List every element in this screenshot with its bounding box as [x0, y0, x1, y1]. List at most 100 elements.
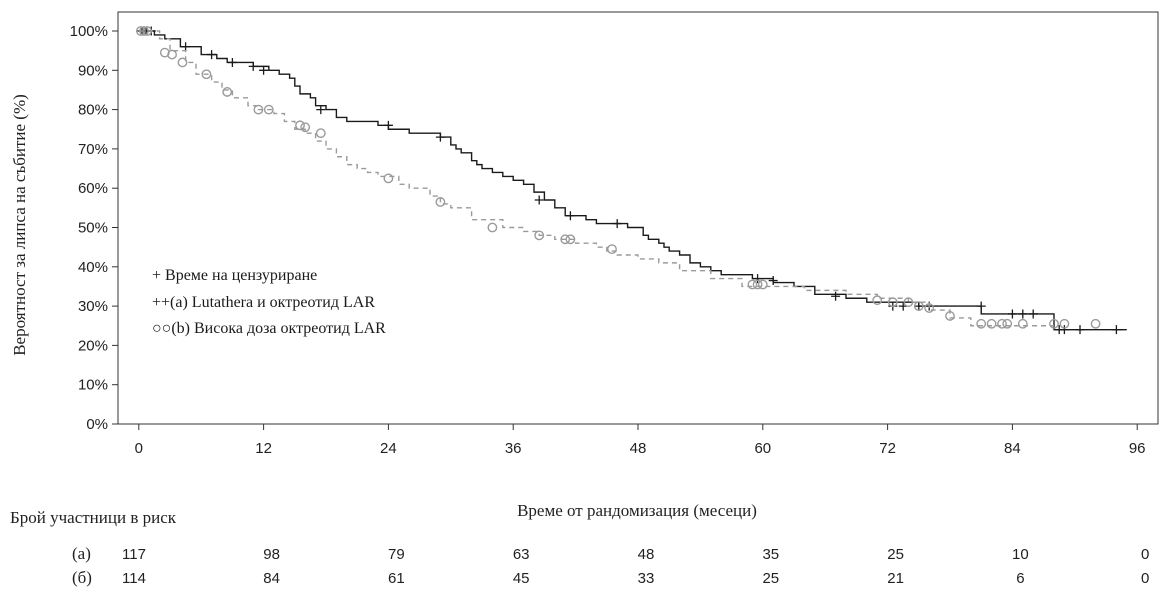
censor-mark-series-a: [1111, 325, 1121, 335]
legend-entry-series-b: ○○(b) Висока доза октреотид LAR: [152, 320, 386, 337]
y-tick-label: 40%: [78, 259, 108, 276]
legend-entry-censoring: + Време на цензуриране: [152, 267, 317, 284]
censor-mark-series-b: [383, 173, 394, 184]
risk-count-cell: 6: [1016, 570, 1024, 587]
risk-count-cell: 45: [513, 570, 530, 587]
censor-mark-series-a: [753, 274, 763, 284]
y-tick-label: 0%: [86, 416, 108, 433]
censor-mark-series-b: [752, 279, 763, 290]
censor-mark-series-b: [167, 49, 177, 60]
risk-count-cell: 79: [388, 546, 405, 563]
censor-mark-series-a: [534, 195, 544, 205]
legend-entry-series-a: ++(a) Lutathera и октреотид LAR: [152, 294, 375, 311]
censor-mark-series-b: [560, 234, 571, 245]
risk-count-cell: 10: [1012, 546, 1029, 563]
x-axis: 0 12 24 36 48 60 72 84 96: [135, 424, 1146, 457]
censor-mark-series-a: [1018, 309, 1028, 319]
censor-mark-series-b: [139, 26, 149, 36]
risk-count-cell: 117: [122, 546, 146, 563]
y-tick-label: 60%: [78, 180, 108, 197]
censor-mark-series-b: [1059, 318, 1070, 329]
y-axis-label: Вероятност за липса на събитие (%): [10, 94, 29, 356]
y-tick-label: 30%: [78, 298, 108, 315]
censor-mark-series-a: [1007, 309, 1017, 319]
censor-mark-series-b: [177, 57, 188, 68]
censor-mark-series-b: [747, 279, 758, 290]
censor-mark-series-b: [534, 230, 545, 241]
y-tick-label: 50%: [78, 220, 108, 237]
x-tick-label: 48: [630, 440, 647, 457]
plot-frame: [117, 11, 1159, 425]
censor-mark-series-a: [1028, 309, 1038, 319]
censor-mark-series-b: [997, 318, 1007, 329]
y-axis: 0% 10% 20% 30% 40% 50% 60% 70% 80% 90% 100%: [70, 23, 118, 433]
risk-count-cell: 84: [263, 570, 280, 587]
censor-mark-series-a: [768, 276, 778, 286]
x-axis-label: Време от рандомизация (месеци): [517, 501, 757, 520]
km-curve-series-a: [138, 30, 1127, 331]
risk-count-cell: 25: [887, 546, 904, 563]
censor-mark-series-b: [986, 318, 997, 329]
censor-mark-series-a: [612, 219, 622, 229]
censor-mark-series-b: [263, 104, 274, 115]
x-tick-label: 36: [505, 440, 522, 457]
censor-mark-series-a: [565, 211, 575, 221]
risk-count-cell: 98: [263, 546, 280, 563]
y-tick-label: 10%: [78, 377, 108, 394]
risk-table: Брой участници в риск (a) 117 98 79 63 48 35 25…: [10, 508, 1149, 587]
x-tick-label: 12: [255, 440, 272, 457]
legend: + Време на цензуриране ++(a) Lutathera и…: [152, 267, 386, 337]
risk-count-cell: 0: [1141, 570, 1149, 587]
censor-mark-series-b: [201, 69, 212, 80]
x-tick-label: 96: [1129, 440, 1146, 457]
y-tick-label: 70%: [78, 141, 108, 158]
risk-row-label: (б): [72, 568, 92, 587]
risk-count-cell: 21: [887, 570, 904, 587]
censor-mark-series-a: [259, 65, 269, 75]
risk-count-cell: 63: [513, 546, 530, 563]
censor-mark-series-a: [976, 301, 986, 311]
censor-mark-series-b: [976, 318, 987, 329]
censor-mark-series-b: [135, 26, 146, 36]
y-tick-label: 20%: [78, 337, 108, 354]
censor-mark-series-b: [222, 87, 233, 97]
censor-mark-series-b: [142, 26, 153, 36]
censor-mark-series-a: [181, 42, 191, 52]
censor-mark-series-a: [227, 57, 237, 67]
censor-mark-series-b: [487, 222, 498, 233]
x-tick-label: 0: [135, 440, 143, 457]
risk-count-cell: 114: [122, 570, 146, 587]
risk-count-cell: 61: [388, 570, 405, 587]
censor-mark-series-b: [435, 197, 446, 207]
risk-count-cell: 35: [762, 546, 779, 563]
risk-count-cell: 25: [762, 570, 779, 587]
x-tick-label: 72: [879, 440, 896, 457]
x-tick-label: 84: [1004, 440, 1021, 457]
censor-mark-series-a: [435, 132, 445, 142]
censor-mark-series-a: [914, 301, 924, 311]
risk-count-cell: 0: [1141, 546, 1149, 563]
y-tick-label: 100%: [70, 23, 108, 40]
censor-mark-series-b: [913, 301, 924, 311]
censor-mark-series-b: [924, 303, 935, 313]
censor-mark-series-b: [315, 128, 326, 139]
risk-count-cell: 48: [638, 546, 655, 563]
censor-mark-series-a: [831, 291, 841, 301]
censor-mark-series-b: [887, 297, 898, 308]
censor-mark-series-a: [1075, 325, 1085, 335]
risk-count-cell: 33: [638, 570, 655, 587]
y-tick-label: 80%: [78, 102, 108, 119]
risk-table-title: Брой участници в риск: [10, 508, 177, 527]
km-curve-series-b: [138, 30, 1054, 327]
censor-mark-series-b: [300, 122, 311, 133]
censor-mark-series-b: [159, 47, 170, 58]
censor-mark-series-b: [757, 279, 768, 290]
plot-area-border: [117, 11, 1159, 425]
risk-row-label: (a): [72, 544, 91, 563]
censor-mark-series-b: [872, 295, 883, 306]
censor-mark-series-b: [1017, 318, 1028, 329]
x-tick-label: 24: [380, 440, 397, 457]
censor-mark-series-a: [316, 105, 326, 115]
censor-mark-series-b: [253, 104, 264, 115]
